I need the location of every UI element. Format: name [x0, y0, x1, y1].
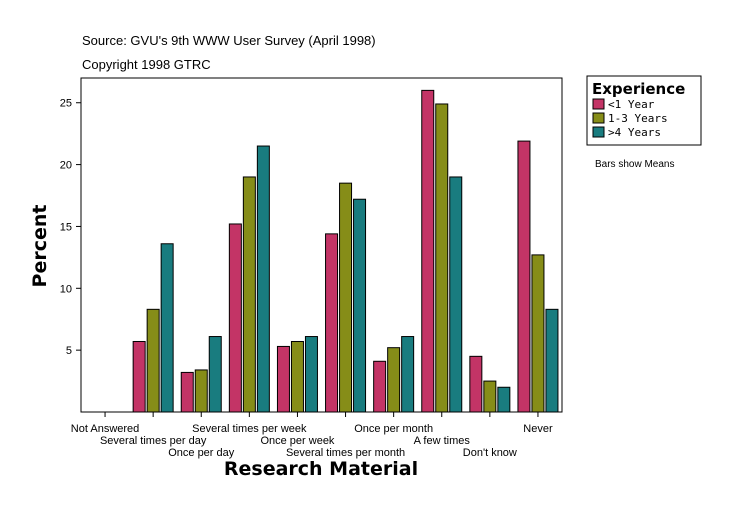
legend-swatch: [592, 112, 605, 124]
bar: [421, 89, 435, 413]
y-tick-label: 25: [60, 98, 72, 110]
bar: [531, 254, 545, 413]
bar: [228, 223, 242, 413]
bar: [242, 176, 256, 413]
bar: [146, 308, 160, 413]
y-tick-label: 10: [60, 283, 72, 295]
bar: [497, 386, 511, 413]
bar: [194, 369, 208, 413]
x-tick-label: Once per day: [168, 447, 235, 459]
x-tick-label: Several times per day: [100, 435, 207, 447]
bar: [290, 340, 304, 413]
legend-label: >4 Years: [608, 126, 661, 139]
bar: [545, 308, 559, 413]
y-tick-label: 5: [66, 345, 72, 357]
plot-frame: [80, 77, 563, 413]
bar: [401, 336, 415, 413]
bar: [160, 243, 174, 413]
bar: [180, 371, 194, 413]
bar: [256, 145, 270, 413]
legend-title: Experience: [592, 80, 685, 98]
x-tick-label: Several times per month: [286, 447, 405, 459]
x-tick-label: Not Answered: [71, 423, 139, 435]
bar: [373, 360, 387, 413]
bar: [387, 347, 401, 413]
bar: [353, 198, 367, 413]
means-note: Bars show Means: [595, 159, 674, 170]
bar: [469, 355, 483, 413]
bar: [449, 176, 463, 413]
legend-swatch: [592, 98, 605, 110]
y-tick-label: 20: [60, 160, 72, 172]
bar: [435, 103, 449, 413]
x-tick-label: Don't know: [463, 447, 517, 459]
legend-box: [586, 75, 702, 146]
x-tick-label: A few times: [414, 435, 471, 447]
y-axis-title: Percent: [29, 205, 51, 288]
bar: [339, 182, 353, 413]
x-tick-label: Never: [523, 423, 553, 435]
bar: [483, 380, 497, 413]
x-tick-label: Once per week: [260, 435, 334, 447]
bar: [276, 345, 290, 413]
bar: [325, 233, 339, 413]
bar: [517, 140, 531, 413]
bar: [304, 336, 318, 413]
chart-copyright: Copyright 1998 GTRC: [82, 57, 211, 72]
legend-swatch: [592, 126, 605, 138]
legend-label: <1 Year: [608, 98, 655, 111]
bar: [132, 340, 146, 413]
legend-label: 1-3 Years: [608, 112, 668, 125]
chart-source: Source: GVU's 9th WWW User Survey (April…: [82, 33, 376, 48]
y-tick-label: 15: [60, 221, 72, 233]
bar: [208, 336, 222, 413]
x-tick-label: Several times per week: [192, 423, 307, 435]
x-axis-title: Research Material: [224, 458, 418, 480]
x-tick-label: Once per month: [354, 423, 433, 435]
